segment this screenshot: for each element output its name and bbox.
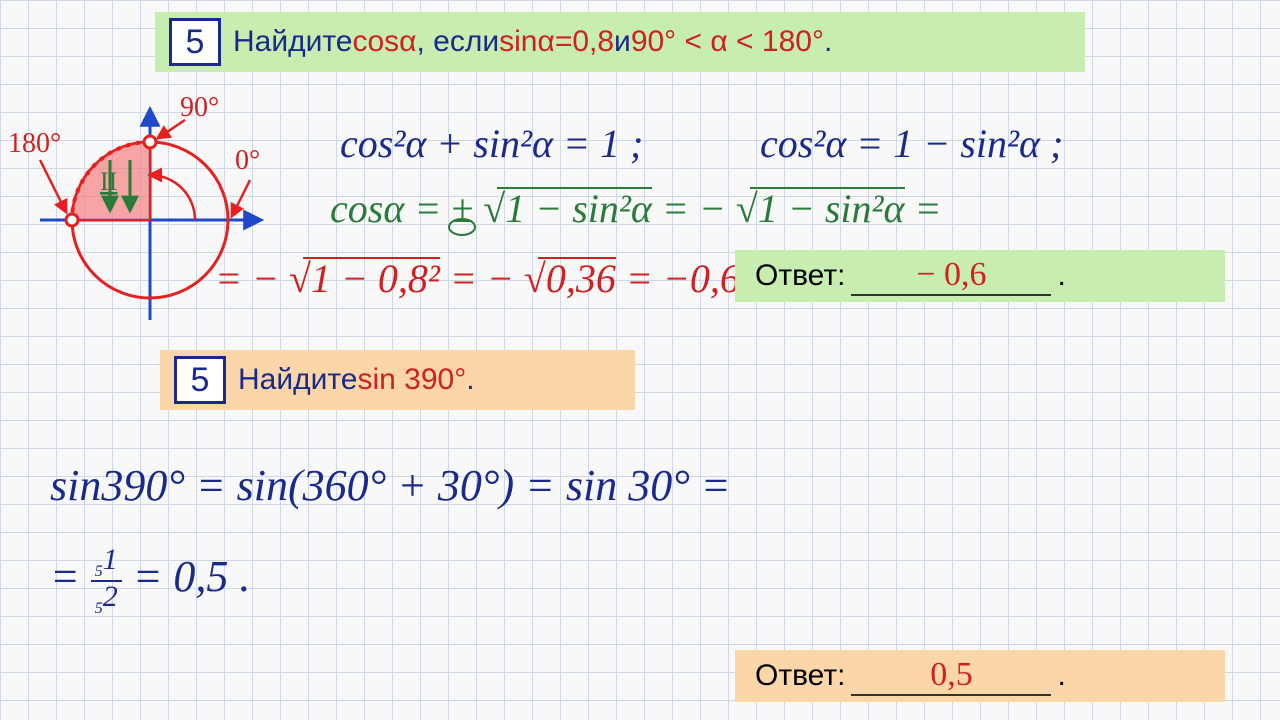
task1-cos: cosα	[352, 25, 416, 59]
work-line2a: cosα =	[330, 186, 451, 231]
work-line4a: sin390° = sin(360° + 30°) = sin 30° =	[50, 460, 731, 511]
work-line2-sqrt2: √1 − sin²α	[736, 185, 905, 232]
answer1-value: − 0,6	[851, 256, 1051, 296]
task1-and: и	[614, 25, 631, 59]
work-line2-eq: = −	[662, 186, 726, 231]
label-180deg: 180°	[8, 128, 61, 160]
task1-range: 90° < α < 180°	[631, 25, 824, 59]
answer1-dot: .	[1057, 259, 1065, 293]
work-line4c: = 0,5 .	[133, 552, 251, 601]
task1-mid: , если	[417, 25, 500, 59]
label-90deg: 90°	[180, 92, 219, 124]
work-line3-sqrt1: √1 − 0,8²	[289, 255, 440, 302]
answer2-label: Ответ:	[755, 659, 845, 693]
fraction-half: 51 52	[91, 545, 122, 617]
task1-number: 5	[186, 23, 205, 62]
task2-sin: sin 390°	[357, 363, 466, 397]
work-line4b: =	[50, 552, 91, 601]
answer1-label: Ответ:	[755, 259, 845, 293]
task1-dot: .	[824, 25, 832, 59]
task2-header: 5 Найдите sin 390° .	[160, 350, 635, 410]
work-line3b: = −	[450, 256, 514, 301]
task2-dot: .	[466, 363, 474, 397]
work-line2-pm: ±	[451, 186, 483, 231]
quadrant-label: II	[100, 167, 117, 196]
answer2-dot: .	[1057, 659, 1065, 693]
task2-number-box: 5	[174, 356, 226, 404]
answer2-value: 0,5	[851, 656, 1051, 696]
work-line2-end: =	[915, 186, 942, 231]
work-line2: cosα = ± √1 − sin²α = − √1 − sin²α =	[330, 185, 942, 232]
answer2-box: Ответ: 0,5 .	[735, 650, 1225, 702]
work-line1b: cos²α = 1 − sin²α ;	[760, 120, 1063, 167]
task1-text-prefix: Найдите	[233, 25, 352, 59]
work-line3: = − √1 − 0,8² = − √0,36 = −0,6 .	[215, 255, 760, 302]
work-line1a: cos²α + sin²α = 1 ;	[340, 120, 643, 167]
task1-header: 5 Найдите cosα , если sinα=0,8 и 90° < α…	[155, 12, 1085, 72]
task1-number-box: 5	[169, 18, 221, 66]
label-0deg: 0°	[235, 145, 260, 177]
answer1-box: Ответ: − 0,6 .	[735, 250, 1225, 302]
work-line4b-wrap: = 51 52 = 0,5 .	[50, 545, 250, 617]
task2-text-prefix: Найдите	[238, 363, 357, 397]
work-line3-sqrt2: √0,36	[524, 255, 616, 302]
work-line3a: = −	[215, 256, 279, 301]
task1-sin: sinα=0,8	[499, 25, 614, 59]
work-line2-sqrt1: √1 − sin²α	[483, 185, 652, 232]
task2-number: 5	[191, 361, 210, 400]
